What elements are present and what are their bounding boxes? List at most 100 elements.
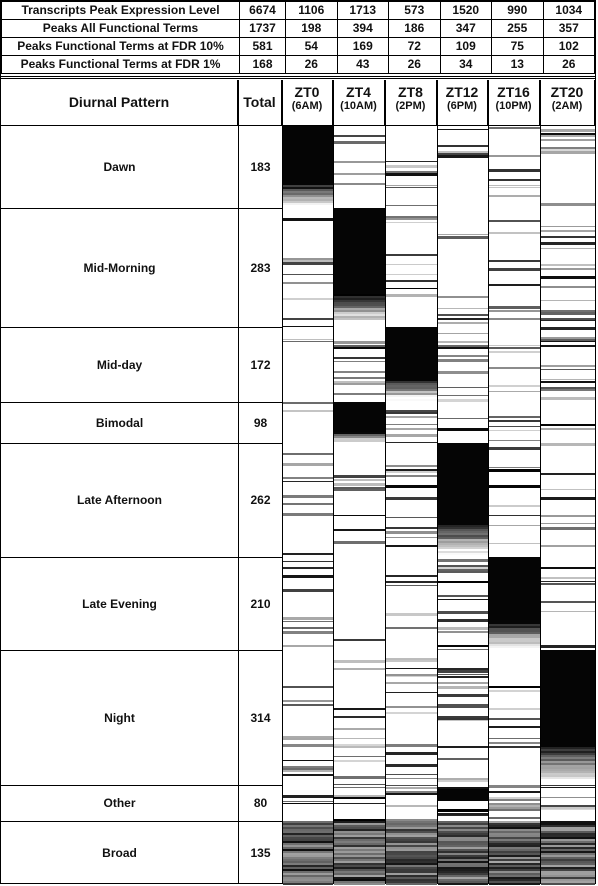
heatmap-stripe	[283, 883, 333, 885]
heatmap-stripe	[438, 853, 488, 855]
heatmap-stripe	[386, 859, 437, 861]
heatmap-stripe	[438, 571, 488, 573]
heatmap-stripe	[334, 867, 385, 869]
heatmap-stripe	[541, 129, 595, 132]
heatmap-peak-fade	[283, 201, 333, 203]
heatmap-stripe	[386, 288, 437, 289]
heatmap-stripe	[489, 746, 540, 748]
heatmap-peak-fade	[334, 304, 385, 306]
heatmap-stripe	[283, 341, 333, 342]
heatmap-stripe	[438, 825, 488, 827]
heatmap-stripe	[438, 867, 488, 869]
heatmap-stripe	[489, 467, 540, 468]
heatmap-peak-fade	[334, 300, 385, 302]
heatmap-stripe	[541, 226, 595, 227]
heatmap-stripe	[386, 575, 437, 577]
heatmap-stripe	[386, 173, 437, 176]
heatmap-stripe	[438, 704, 488, 706]
heatmap-peak-fade	[334, 294, 385, 296]
heatmap-stripe	[438, 308, 488, 309]
heatmap-peak-fade	[438, 525, 488, 527]
pattern-name: Mid-day	[96, 357, 143, 372]
heatmap-stripe	[283, 736, 333, 739]
heatmap-stripe	[283, 744, 333, 747]
heatmap-stripe	[541, 389, 595, 391]
heatmap-stripe	[334, 483, 385, 486]
summary-cell: 43	[336, 55, 389, 74]
heatmap-peak-fade	[334, 436, 385, 438]
heatmap-stripe	[386, 879, 437, 881]
heatmap-stripe	[489, 851, 540, 853]
heatmap-stripe	[438, 347, 488, 349]
summary-row: Peaks All Functional Terms 1737 198 394 186 3…	[1, 19, 595, 38]
heatmap-stripe	[489, 877, 540, 879]
heatmap-stripe	[541, 443, 595, 446]
heatmap-peak-fade	[283, 195, 333, 197]
heatmap-stripe	[386, 527, 437, 529]
heatmap-stripe	[386, 881, 437, 883]
heatmap-stripe	[489, 825, 540, 827]
zt-column-header: ZT8 (2PM)	[385, 80, 437, 125]
heatmap-stripe	[489, 220, 540, 222]
heatmap-stripe	[283, 561, 333, 562]
heatmap-cell-bg	[489, 650, 540, 785]
heatmap-stripe	[438, 567, 488, 570]
heatmap-peak-fade	[334, 440, 385, 442]
heatmap-peak-fade	[438, 543, 488, 545]
heatmap-peak-block	[386, 327, 437, 381]
heatmap-stripe	[283, 855, 333, 857]
summary-cell: 13	[491, 55, 544, 74]
heatmap-cell-bg	[283, 650, 333, 785]
heatmap-cell-bg	[541, 557, 595, 650]
heatmap-stripe	[438, 837, 488, 839]
heatmap-stripe	[438, 746, 488, 748]
heatmap-stripe	[541, 611, 595, 612]
heatmap-stripe	[334, 756, 385, 757]
heatmap-stripe	[386, 161, 437, 162]
heatmap-stripe	[489, 718, 540, 720]
heatmap-stripe	[334, 371, 385, 373]
heatmap-stripe	[541, 473, 595, 475]
heatmap-stripe	[438, 428, 488, 431]
heatmap-cell-bg	[334, 327, 385, 402]
heatmap-stripe	[489, 799, 540, 801]
heatmap-cell-bg	[541, 785, 595, 821]
heatmap-stripe	[283, 881, 333, 883]
heatmap-stripe	[283, 260, 333, 262]
heatmap-stripe	[386, 668, 437, 669]
heatmap-peak-fade	[489, 634, 540, 636]
heatmap-stripe	[334, 843, 385, 845]
heatmap-stripe	[334, 829, 385, 831]
heatmap-stripe	[438, 861, 488, 863]
heatmap-stripe	[283, 453, 333, 455]
heatmap-stripe	[283, 859, 333, 861]
pattern-total: 172	[250, 357, 271, 372]
heatmap-stripe	[541, 785, 595, 786]
heatmap-stripe	[541, 489, 595, 490]
heatmap-stripe	[386, 865, 437, 867]
heatmap-stripe	[541, 428, 595, 430]
heatmap-peak-fade	[541, 777, 595, 779]
heatmap-stripe	[541, 567, 595, 569]
heatmap-cell-bg	[438, 402, 488, 443]
heatmap-stripe	[438, 843, 488, 845]
heatmap-stripe	[541, 268, 595, 270]
heatmap-stripe	[541, 869, 595, 871]
heatmap-stripe	[489, 306, 540, 309]
heatmap-stripe	[489, 179, 540, 181]
heatmap-stripe	[334, 361, 385, 362]
heatmap-stripe	[541, 300, 595, 301]
heatmap-stripe	[438, 155, 488, 158]
heatmap-stripe	[541, 881, 595, 883]
heatmap-stripe	[334, 847, 385, 849]
heatmap-stripe	[541, 883, 595, 885]
heatmap-stripe	[489, 726, 540, 728]
heatmap-stripe	[283, 760, 333, 761]
total-header: Total	[238, 80, 282, 125]
heatmap-stripe	[386, 676, 437, 677]
heatmap-stripe	[438, 863, 488, 865]
heatmap-peak-fade	[386, 393, 437, 395]
heatmap-stripe	[283, 829, 333, 831]
heatmap-peak-fade	[541, 749, 595, 751]
heatmap-peak-fade	[334, 302, 385, 304]
